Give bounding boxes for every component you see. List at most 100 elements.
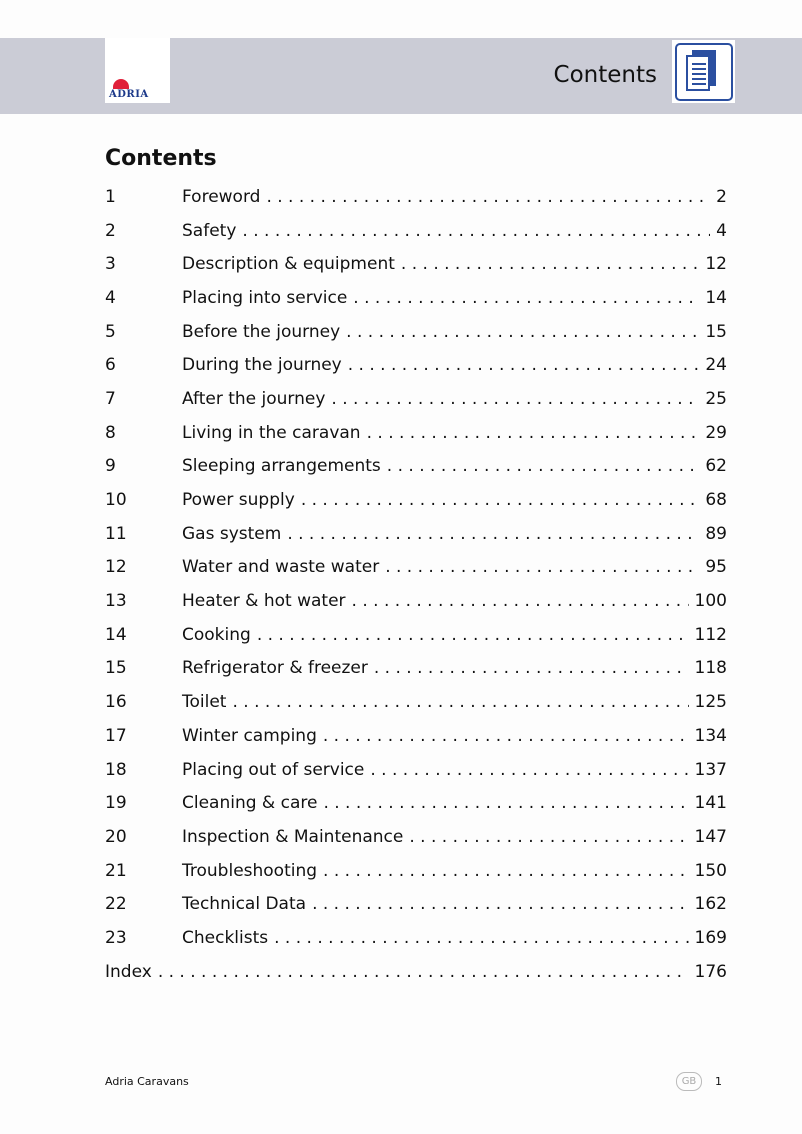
entry-number: 5 [105, 321, 116, 342]
toc-entry[interactable]: 21 Troubleshooting 150 [105, 854, 727, 888]
dot-leader [323, 726, 689, 746]
entry-page: 4 [716, 220, 727, 241]
entry-title: Safety [182, 220, 237, 241]
entry-number: 11 [105, 523, 127, 544]
entry-title: Description & equipment [182, 254, 395, 275]
toc-entry[interactable]: 7 After the journey 25 [105, 382, 727, 416]
toc-entry[interactable]: 18 Placing out of service 137 [105, 753, 727, 787]
toc-entry[interactable]: 4 Placing into service 14 [105, 281, 727, 315]
entry-number: 4 [105, 287, 116, 308]
dot-leader [401, 254, 699, 274]
entry-page: 68 [705, 490, 727, 511]
entry-page: 169 [694, 927, 727, 948]
entry-page: 25 [705, 388, 727, 409]
entry-page: 89 [705, 523, 727, 544]
entry-page: 137 [694, 759, 727, 780]
dot-leader [301, 490, 700, 510]
entry-page: 2 [716, 186, 727, 207]
entry-title: Troubleshooting [182, 860, 318, 881]
entry-title: Before the journey [182, 321, 341, 342]
toc-entry[interactable]: 17 Winter camping 134 [105, 719, 727, 753]
toc-entry[interactable]: 8 Living in the caravan 29 [105, 416, 727, 450]
toc-entry[interactable]: 15 Refrigerator & freezer 118 [105, 652, 727, 686]
toc-entry[interactable]: 3 Description & equipment 12 [105, 247, 727, 281]
entry-number: 22 [105, 894, 127, 915]
entry-page: 162 [694, 894, 727, 915]
dot-leader [312, 894, 688, 914]
entry-page: 29 [705, 422, 727, 443]
toc-entry-index[interactable]: Index 176 [105, 955, 727, 989]
dot-leader [387, 456, 700, 476]
entry-title: Water and waste water [182, 557, 380, 578]
entry-number: 9 [105, 456, 116, 477]
entry-title: Gas system [182, 523, 282, 544]
entry-title: Living in the caravan [182, 422, 361, 443]
entry-number: 13 [105, 591, 127, 612]
toc-entry[interactable]: 16 Toilet 125 [105, 685, 727, 719]
dot-leader [257, 625, 689, 645]
toc-entry[interactable]: 6 During the journey 24 [105, 348, 727, 382]
entry-page: 147 [694, 826, 727, 847]
toc-entry[interactable]: 23 Checklists 169 [105, 921, 727, 955]
toc-entry[interactable]: 10 Power supply 68 [105, 483, 727, 517]
entry-number: 6 [105, 355, 116, 376]
header-title: Contents [553, 62, 657, 88]
entry-number: 2 [105, 220, 116, 241]
entry-number: 12 [105, 557, 127, 578]
entry-number: 8 [105, 422, 116, 443]
document-icon [672, 40, 735, 103]
toc-entry[interactable]: 9 Sleeping arrangements 62 [105, 450, 727, 484]
entry-page: 125 [694, 692, 727, 713]
dot-leader [409, 827, 688, 847]
entry-page: 15 [705, 321, 727, 342]
page-title: Contents [105, 146, 217, 171]
toc-entry[interactable]: 14 Cooking 112 [105, 618, 727, 652]
toc-entry[interactable]: 20 Inspection & Maintenance 147 [105, 820, 727, 854]
entry-page: 150 [694, 860, 727, 881]
entry-title: Winter camping [182, 725, 317, 746]
entry-number: 15 [105, 658, 127, 679]
entry-number: 3 [105, 254, 116, 275]
toc-entry[interactable]: 1 Foreword 2 [105, 180, 727, 214]
entry-page: 12 [705, 254, 727, 275]
entry-title: During the journey [182, 355, 342, 376]
toc-entry[interactable]: 2 Safety 4 [105, 214, 727, 248]
dot-leader [370, 760, 688, 780]
adria-logo: ADRIA [105, 38, 170, 103]
entry-page: 100 [694, 591, 727, 612]
dot-leader [331, 389, 699, 409]
entry-title: Refrigerator & freezer [182, 658, 368, 679]
dot-leader [348, 355, 700, 375]
toc-entry[interactable]: 22 Technical Data 162 [105, 887, 727, 921]
entry-number: 20 [105, 826, 127, 847]
entry-title: Index [105, 961, 152, 982]
dot-leader [158, 962, 689, 982]
entry-page: 176 [694, 961, 727, 982]
entry-title: After the journey [182, 388, 326, 409]
entry-number: 16 [105, 692, 127, 713]
entry-number: 17 [105, 725, 127, 746]
entry-page: 112 [694, 624, 727, 645]
dot-leader [353, 288, 699, 308]
dot-leader [374, 658, 689, 678]
entry-page: 118 [694, 658, 727, 679]
entry-title: Sleeping arrangements [182, 456, 381, 477]
toc-entry[interactable]: 12 Water and waste water 95 [105, 551, 727, 585]
dot-leader [232, 692, 688, 712]
dot-leader [385, 557, 699, 577]
toc-entry[interactable]: 13 Heater & hot water 100 [105, 584, 727, 618]
entry-title: Heater & hot water [182, 591, 346, 612]
dot-leader [323, 793, 688, 813]
page-number: 1 [715, 1075, 722, 1088]
entry-title: Placing into service [182, 287, 348, 308]
dot-leader [242, 221, 710, 241]
dot-leader [266, 187, 710, 207]
entry-page: 24 [705, 355, 727, 376]
toc-entry[interactable]: 19 Cleaning & care 141 [105, 786, 727, 820]
entry-page: 62 [705, 456, 727, 477]
entry-title: Placing out of service [182, 759, 365, 780]
entry-title: Inspection & Maintenance [182, 826, 404, 847]
toc-entry[interactable]: 5 Before the journey 15 [105, 315, 727, 349]
toc-entry[interactable]: 11 Gas system 89 [105, 517, 727, 551]
dot-leader [287, 524, 699, 544]
